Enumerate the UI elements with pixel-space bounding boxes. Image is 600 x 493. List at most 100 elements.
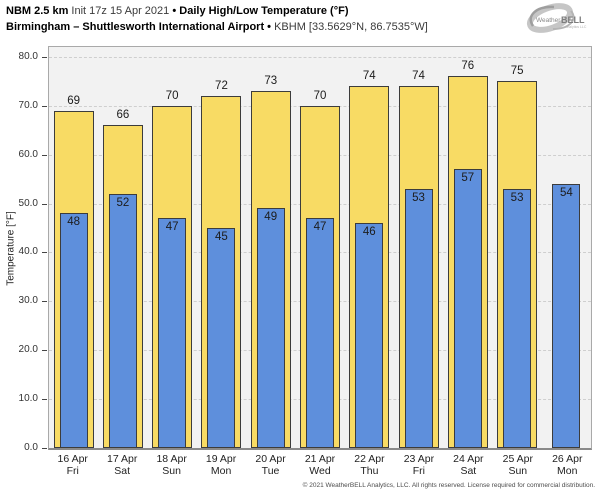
high-temp-label: 75 bbox=[510, 65, 524, 78]
x-tick-date: 21 Apr bbox=[304, 453, 336, 465]
high-temp-label: 73 bbox=[264, 75, 278, 87]
logo-tagline-text: Analytics LLC bbox=[565, 25, 587, 29]
x-tick-date: 20 Apr bbox=[255, 453, 286, 465]
logo-weather-text: Weather bbox=[536, 17, 561, 24]
plot-area: 69 48 66 52 70 47 72 45 73 49 70 47 74 46 74 53 76 57 75 53… bbox=[48, 46, 592, 450]
bar-group: 70 47 bbox=[148, 47, 197, 448]
y-axis: 0.0 10.0 20.0 30.0 40.0 50.0 60.0 70.0 80.0 bbox=[0, 46, 47, 453]
x-tick-weekday: Sun bbox=[508, 465, 528, 477]
high-temp-label: 76 bbox=[461, 60, 475, 73]
y-tick-label: 20.0 bbox=[18, 344, 38, 356]
bullet-separator: • bbox=[172, 5, 177, 17]
y-tick-mark bbox=[42, 399, 47, 401]
high-temp-label: 72 bbox=[215, 79, 228, 92]
y-tick-mark bbox=[42, 56, 47, 58]
y-tick-label: 30.0 bbox=[18, 295, 38, 307]
y-tick-mark bbox=[42, 203, 47, 205]
x-tick-weekday: Sun bbox=[162, 465, 181, 477]
station-id-coords: KBHM [33.5629°N, 86.7535°W] bbox=[274, 21, 428, 33]
bar-group: 74 46 bbox=[345, 47, 394, 448]
y-tick-label: 60.0 bbox=[18, 148, 38, 160]
y-tick-label: 80.0 bbox=[18, 50, 38, 62]
title-line-1: NBM 2.5 km Init 17z 15 Apr 2021 • Daily … bbox=[6, 3, 428, 19]
low-temp-bar: 47 bbox=[158, 218, 187, 448]
x-tick-date: 17 Apr bbox=[107, 453, 138, 465]
x-tick-label: 25 Apr Sun bbox=[493, 453, 542, 477]
logo-bell-text: BELL bbox=[561, 15, 585, 25]
h-gridline bbox=[49, 56, 591, 58]
low-temp-bar: 45 bbox=[207, 227, 236, 448]
bar-group: 69 48 bbox=[49, 47, 98, 448]
bar-group: 70 47 bbox=[295, 47, 344, 448]
x-axis: 16 Apr Fri 17 Apr Sat 18 Apr Sun 19 Apr Mon 20 A… bbox=[48, 453, 592, 479]
x-tick-date: 22 Apr bbox=[354, 453, 385, 465]
y-tick-label: 70.0 bbox=[18, 99, 38, 111]
model-name: NBM 2.5 km bbox=[6, 5, 69, 17]
low-temp-bar: 53 bbox=[404, 188, 433, 448]
x-tick-date: 25 Apr bbox=[502, 453, 533, 465]
y-tick-mark bbox=[42, 350, 47, 352]
y-tick-label: 10.0 bbox=[18, 393, 38, 405]
x-tick-weekday: Tue bbox=[261, 465, 280, 477]
bar-group: 66 52 bbox=[98, 47, 147, 448]
x-tick-weekday: Sat bbox=[114, 465, 131, 477]
x-tick-date: 26 Apr bbox=[552, 453, 583, 465]
x-tick-weekday: Sat bbox=[460, 465, 477, 477]
bullet-separator: • bbox=[267, 21, 272, 33]
low-temp-label: 52 bbox=[116, 196, 130, 209]
title-line-2: Birmingham – Shuttlesworth International… bbox=[6, 19, 428, 35]
low-temp-label: 46 bbox=[362, 226, 376, 238]
y-tick-mark bbox=[42, 252, 47, 254]
x-tick-label: 26 Apr Mon bbox=[543, 453, 592, 477]
high-temp-label: 66 bbox=[116, 109, 130, 122]
low-temp-bar: 57 bbox=[453, 169, 482, 448]
bar-group: 72 45 bbox=[197, 47, 246, 448]
bar-group: 73 49 bbox=[246, 47, 295, 448]
low-temp-label: 49 bbox=[264, 211, 278, 224]
logo-swirl-arc2-icon bbox=[552, 10, 575, 30]
bar-group: 54 bbox=[542, 47, 591, 448]
x-tick-weekday: Wed bbox=[309, 465, 331, 477]
init-time: Init 17z 15 Apr 2021 bbox=[71, 5, 170, 17]
y-tick-mark bbox=[42, 105, 47, 107]
low-temp-bar: 53 bbox=[503, 188, 532, 448]
y-tick-mark bbox=[42, 301, 47, 303]
low-temp-label: 48 bbox=[67, 216, 81, 229]
chart-title: NBM 2.5 km Init 17z 15 Apr 2021 • Daily … bbox=[6, 3, 428, 35]
low-temp-bar: 47 bbox=[305, 218, 334, 448]
x-tick-label: 18 Apr Sun bbox=[147, 453, 196, 477]
x-tick-weekday: Fri bbox=[412, 465, 426, 477]
station-name: Birmingham – Shuttlesworth International… bbox=[6, 21, 265, 33]
low-temp-bar: 48 bbox=[59, 213, 88, 448]
y-tick-mark bbox=[42, 448, 47, 449]
weatherbell-logo: Weather BELL Analytics LLC bbox=[526, 3, 587, 33]
low-temp-bar: 49 bbox=[256, 208, 285, 448]
x-tick-label: 16 Apr Fri bbox=[48, 453, 97, 477]
x-tick-label: 21 Apr Wed bbox=[295, 453, 344, 477]
y-tick-label: 0.0 bbox=[24, 442, 38, 453]
low-temp-label: 53 bbox=[510, 191, 524, 204]
low-temp-label: 53 bbox=[412, 191, 425, 204]
x-tick-label: 23 Apr Fri bbox=[394, 453, 443, 477]
high-temp-label: 70 bbox=[313, 89, 327, 102]
x-tick-date: 19 Apr bbox=[205, 453, 237, 465]
x-tick-label: 19 Apr Mon bbox=[196, 453, 245, 477]
x-tick-weekday: Mon bbox=[210, 465, 232, 477]
low-temp-label: 57 bbox=[461, 172, 475, 185]
x-tick-label: 17 Apr Sat bbox=[97, 453, 146, 477]
low-temp-bar: 52 bbox=[108, 193, 137, 448]
low-temp-label: 54 bbox=[559, 186, 573, 199]
bar-group: 74 53 bbox=[394, 47, 443, 448]
y-tick-label: 40.0 bbox=[18, 246, 38, 258]
x-tick-label: 20 Apr Tue bbox=[246, 453, 295, 477]
x-tick-date: 16 Apr bbox=[57, 453, 88, 465]
high-temp-label: 69 bbox=[67, 94, 81, 107]
x-tick-label: 22 Apr Thu bbox=[345, 453, 394, 477]
y-tick-label: 50.0 bbox=[18, 197, 38, 209]
high-temp-label: 74 bbox=[412, 70, 425, 83]
high-temp-label: 74 bbox=[362, 70, 376, 83]
x-tick-weekday: Mon bbox=[557, 465, 578, 477]
x-tick-label: 24 Apr Sat bbox=[444, 453, 493, 477]
low-temp-bar: 46 bbox=[355, 223, 384, 448]
bar-group: 76 57 bbox=[443, 47, 492, 448]
